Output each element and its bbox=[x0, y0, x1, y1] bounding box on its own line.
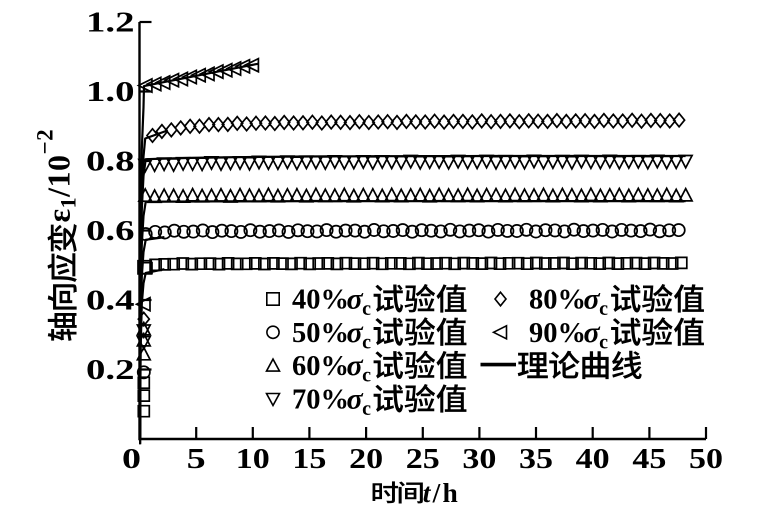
svg-text:45: 45 bbox=[632, 443, 666, 475]
svg-text:0.4: 0.4 bbox=[86, 285, 135, 317]
svg-text:0.8: 0.8 bbox=[86, 146, 135, 178]
svg-text:10: 10 bbox=[236, 443, 270, 475]
svg-text:5: 5 bbox=[187, 443, 206, 475]
svg-text:35: 35 bbox=[519, 443, 553, 475]
svg-text:15: 15 bbox=[292, 443, 326, 475]
svg-text:50: 50 bbox=[689, 443, 723, 475]
svg-text:60%σc: 60%σc bbox=[292, 349, 371, 387]
svg-text:0: 0 bbox=[122, 443, 141, 475]
svg-text:1.2: 1.2 bbox=[86, 7, 135, 39]
svg-text:0.6: 0.6 bbox=[86, 215, 135, 247]
svg-text:30: 30 bbox=[462, 443, 496, 475]
svg-text:0.2: 0.2 bbox=[86, 354, 135, 386]
svg-text:25: 25 bbox=[406, 443, 440, 475]
svg-text:40: 40 bbox=[576, 443, 610, 475]
svg-text:40%σc: 40%σc bbox=[292, 283, 371, 321]
svg-text:90%σc: 90%σc bbox=[529, 316, 608, 354]
svg-text:80%σc: 80%σc bbox=[529, 283, 608, 321]
svg-text:20: 20 bbox=[349, 443, 383, 475]
svg-text:t/h: t/h bbox=[423, 477, 460, 508]
svg-text:70%σc: 70%σc bbox=[292, 383, 371, 421]
svg-text:1.0: 1.0 bbox=[86, 76, 135, 108]
svg-text:50%σc: 50%σc bbox=[292, 316, 371, 354]
